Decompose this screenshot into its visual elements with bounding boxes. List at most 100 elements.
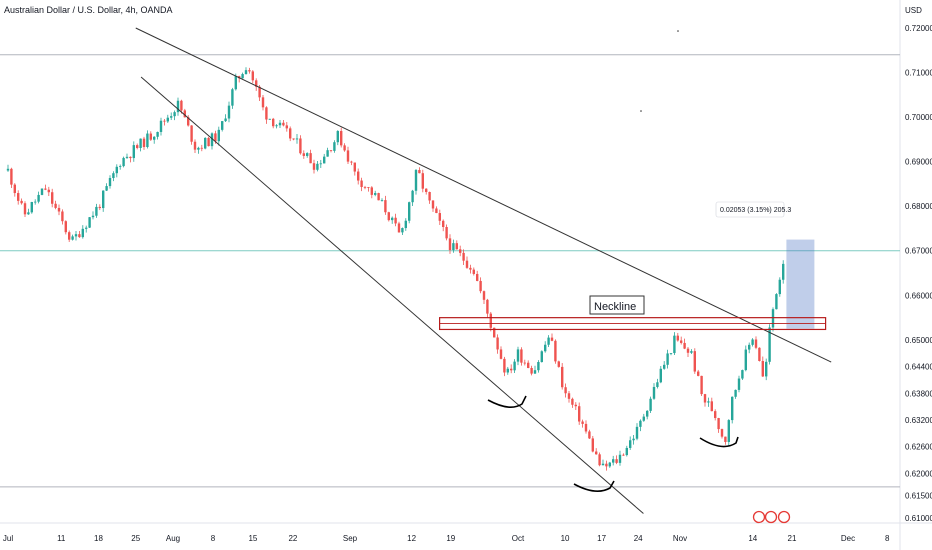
candle-body	[639, 420, 642, 427]
neckline-label-box[interactable]	[589, 295, 645, 315]
candle-body	[40, 188, 44, 195]
candle-body	[537, 362, 540, 371]
candle-body	[285, 125, 288, 129]
left-shoulder-arc[interactable]	[487, 395, 527, 408]
candle-body	[465, 260, 469, 268]
time-tick-label: 11	[57, 534, 66, 543]
event-flag-icon[interactable]	[752, 510, 766, 524]
candle-body	[734, 389, 737, 397]
candle-body	[625, 447, 628, 456]
candle-body	[241, 74, 244, 79]
candle-body	[428, 191, 431, 201]
candle-body	[493, 327, 496, 338]
price-tick-label: 0.66000	[905, 291, 932, 300]
trendline[interactable]	[140, 76, 644, 514]
candle-body	[27, 212, 30, 215]
candle-body	[496, 337, 499, 350]
candle-body	[108, 178, 112, 187]
candle-body	[686, 348, 690, 353]
candle-body	[608, 462, 611, 467]
time-tick-label: Sep	[343, 534, 358, 543]
candle-body	[299, 138, 302, 154]
candle-body	[163, 120, 166, 122]
time-tick-label: Dec	[841, 534, 855, 543]
candle-body	[336, 131, 339, 143]
candle-body	[595, 451, 598, 455]
candle-body	[435, 208, 438, 214]
candle-body	[452, 243, 455, 251]
price-tick-label: 0.61500	[905, 492, 932, 501]
candle-body	[261, 97, 265, 108]
candle-body	[482, 291, 486, 300]
candle-body	[95, 206, 98, 216]
right-shoulder-arc[interactable]	[699, 436, 739, 448]
candle-body	[132, 145, 135, 159]
candle-body	[207, 137, 210, 147]
candle-body	[176, 100, 180, 113]
candle-body	[71, 236, 74, 240]
event-flag-icon[interactable]	[777, 510, 791, 524]
candle-body	[680, 340, 683, 343]
candle-body	[357, 171, 360, 181]
candle-body	[380, 200, 384, 201]
candle-body	[567, 393, 571, 399]
candle-body	[652, 386, 656, 399]
chart-title: Australian Dollar / U.S. Dollar, 4h, OAN…	[4, 5, 173, 15]
time-tick-label: 24	[634, 534, 643, 543]
candle-body	[78, 234, 81, 238]
time-tick-label: 8	[211, 534, 216, 543]
candle-body	[751, 339, 754, 345]
candle-body	[309, 153, 312, 164]
candle-body	[221, 121, 224, 130]
event-flag-icon[interactable]	[764, 510, 778, 524]
candle-body	[754, 339, 758, 348]
candle-body	[520, 349, 523, 363]
candle-body	[445, 227, 448, 239]
measure-box[interactable]	[786, 239, 815, 329]
time-tick-label: Aug	[166, 534, 180, 543]
price-axis-currency: USD	[905, 6, 922, 15]
time-tick-label: 25	[131, 534, 140, 543]
candle-body	[81, 228, 84, 238]
trendline[interactable]	[135, 27, 832, 363]
time-tick-label: 17	[597, 534, 606, 543]
candle-body	[591, 438, 594, 452]
candle-body	[700, 375, 703, 395]
candle-body	[204, 137, 207, 149]
candle-body	[319, 163, 322, 165]
candle-body	[268, 118, 271, 120]
candle-body	[340, 131, 343, 146]
candle-body	[316, 163, 319, 170]
candle-body	[377, 193, 380, 201]
candle-body	[17, 193, 20, 201]
candle-body	[618, 454, 622, 463]
time-tick-label: 19	[446, 534, 455, 543]
price-tick-label: 0.71000	[905, 69, 932, 78]
price-tick-label: 0.63800	[905, 389, 932, 398]
candle-body	[312, 163, 316, 170]
head-arc[interactable]	[573, 480, 615, 492]
candle-body	[550, 337, 554, 341]
candle-body	[306, 153, 309, 156]
candle-body	[455, 243, 458, 250]
stray-dot	[640, 110, 642, 112]
candle-body	[391, 217, 394, 221]
candle-body	[10, 168, 13, 185]
price-tick-label: 0.64400	[905, 363, 932, 372]
candle-body	[47, 189, 50, 193]
time-tick-label: 15	[248, 534, 257, 543]
candle-body	[61, 211, 64, 222]
candle-body	[717, 418, 720, 430]
candle-body	[139, 138, 142, 148]
candle-body	[408, 202, 411, 221]
time-tick-label: Jul	[3, 534, 13, 543]
candle-body	[190, 125, 193, 142]
candle-body	[125, 156, 129, 158]
price-tick-label: 0.67000	[905, 247, 932, 256]
candle-body	[282, 122, 285, 126]
candle-body	[523, 362, 526, 364]
candle-body	[431, 200, 435, 209]
candle-body	[401, 228, 404, 233]
candle-body	[727, 420, 730, 442]
